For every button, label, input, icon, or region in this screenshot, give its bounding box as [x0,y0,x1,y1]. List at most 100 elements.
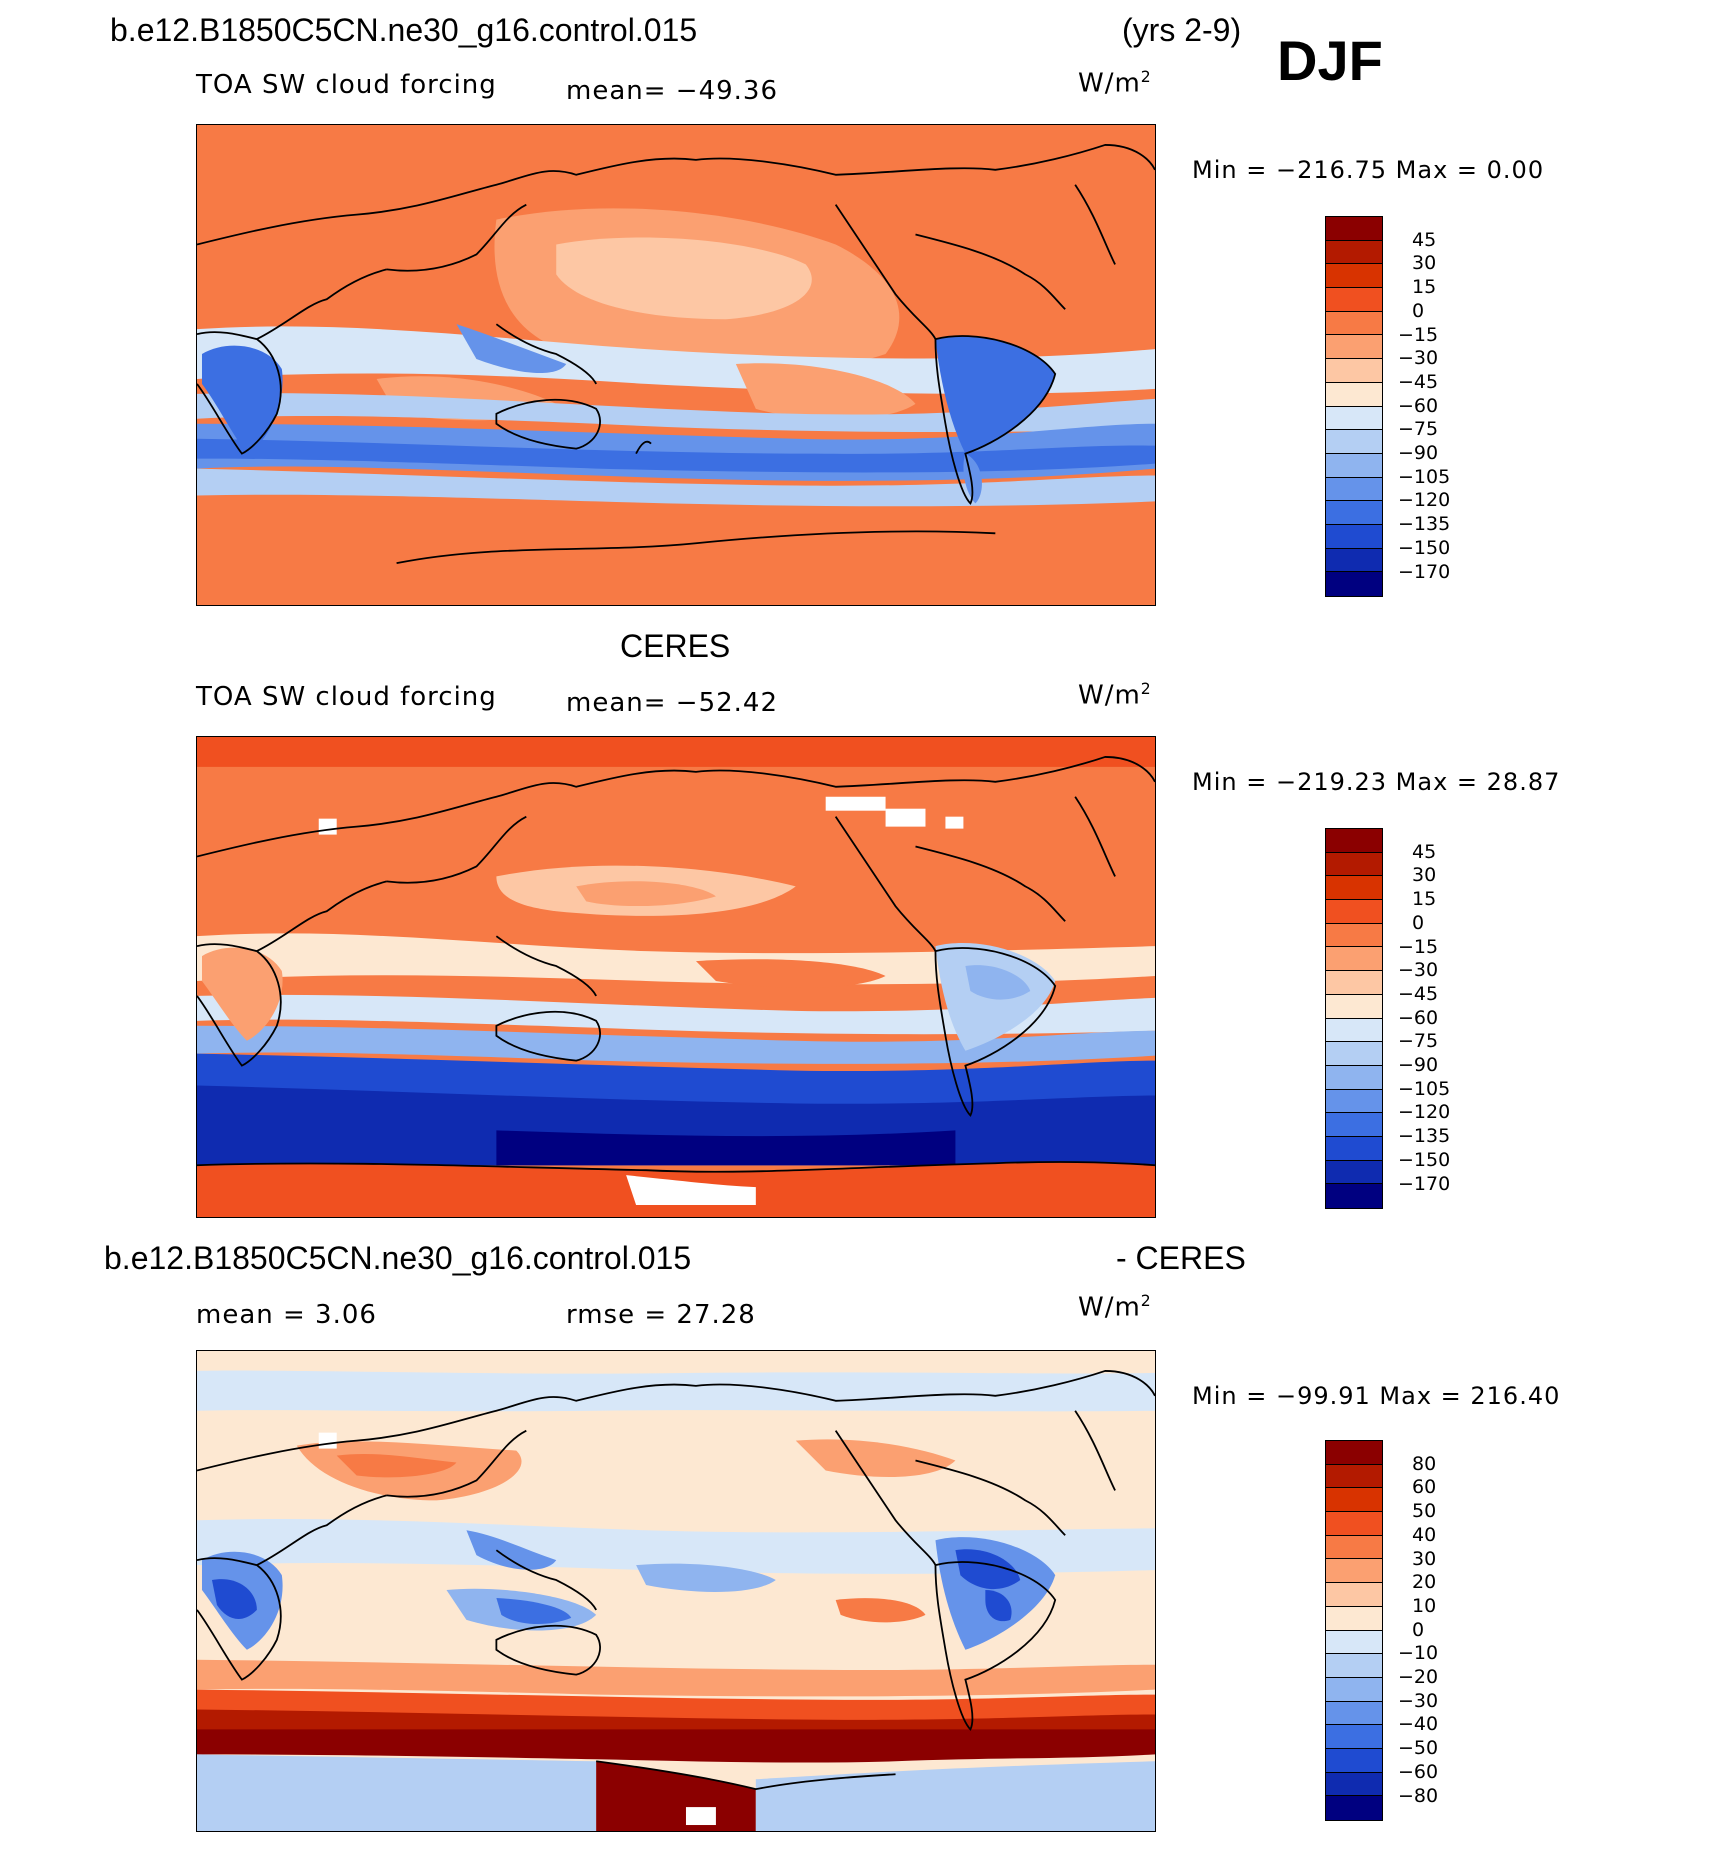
colorbar-segment [1326,900,1382,924]
panel-diff-colorbar [1325,1440,1383,1821]
colorbar-tick-label: 15 [1412,276,1437,299]
colorbar-segment [1326,1160,1382,1185]
colorbar-segment [1326,311,1382,336]
colorbar-tick-label: −170 [1398,1172,1451,1195]
colorbar-tick-label: 30 [1412,1547,1437,1570]
colorbar-tick-label: 30 [1412,252,1437,275]
panel-obs-minmax: Min = −219.23 Max = 28.87 [1192,768,1561,796]
colorbar-segment [1326,477,1382,502]
colorbar-tick-label: −150 [1398,1148,1451,1171]
colorbar-segment [1326,240,1382,265]
panel-model-colorbar [1325,216,1383,597]
colorbar-segment [1326,1748,1382,1773]
colorbar-tick-label: 45 [1412,840,1437,863]
panel-diff-title: b.e12.B1850C5CN.ne30_g16.control.015 [104,1240,692,1276]
colorbar-tick-label: −150 [1398,536,1451,559]
colorbar-segment [1326,1464,1382,1489]
colorbar-segment [1326,359,1382,383]
colorbar-segment [1326,1441,1382,1465]
panel-obs-title: CERES [620,628,731,664]
panel-obs-units: W/m2 [1078,680,1152,711]
colorbar-tick-label: 15 [1412,888,1437,911]
panel-obs-mean: mean= −52.42 [566,688,779,718]
panel-model-map [196,124,1156,606]
colorbar-tick-label: −120 [1398,1101,1451,1124]
colorbar-segment [1326,453,1382,478]
colorbar-segment [1326,1701,1382,1726]
colorbar-segment [1326,1136,1382,1161]
colorbar-segment [1326,994,1382,1019]
panel-obs-colorbar [1325,828,1383,1209]
colorbar-tick-label: −170 [1398,560,1451,583]
colorbar-tick-label: 40 [1412,1523,1437,1546]
colorbar-segment [1326,572,1382,596]
colorbar-segment [1326,1630,1382,1655]
panel-diff-map [196,1350,1156,1832]
colorbar-segment [1326,1535,1382,1560]
season-label: DJF [1277,29,1383,92]
colorbar-segment [1326,1184,1382,1208]
colorbar-tick-label: −90 [1398,1054,1439,1076]
colorbar-tick-label: 20 [1412,1571,1437,1594]
panel-obs-variable: TOA SW cloud forcing [196,682,497,712]
colorbar-tick-label: 0 [1412,299,1425,322]
colorbar-segment [1326,1606,1382,1631]
panel-diff-title-right: - CERES [1116,1240,1246,1276]
panel-model-minmax: Min = −216.75 Max = 0.00 [1192,156,1545,184]
colorbar-segment [1326,1089,1382,1114]
colorbar-segment [1326,1654,1382,1678]
panel-diff-mean: mean = 3.06 [196,1300,377,1330]
colorbar-tick-label: −75 [1398,418,1439,441]
colorbar-segment [1326,1512,1382,1536]
colorbar-tick-label: −30 [1398,1689,1439,1712]
colorbar-segment [1326,1018,1382,1043]
colorbar-tick-label: −90 [1398,442,1439,464]
colorbar-tick-label: −50 [1398,1737,1439,1760]
case-title: b.e12.B1850C5CN.ne30_g16.control.015 [110,12,698,48]
panel-diff-rmse: rmse = 27.28 [566,1300,756,1330]
colorbar-tick-label: −135 [1398,513,1451,536]
colorbar-segment [1326,852,1382,877]
colorbar-tick-label: −30 [1398,959,1439,982]
panel-diff-minmax: Min = −99.91 Max = 216.40 [1192,1382,1561,1410]
colorbar-segment [1326,335,1382,360]
colorbar-segment [1326,829,1382,853]
colorbar-tick-label: −10 [1398,1642,1439,1665]
colorbar-segment [1326,264,1382,289]
colorbar-segment [1326,1796,1382,1820]
colorbar-tick-label: −135 [1398,1125,1451,1148]
colorbar-tick-label: −120 [1398,489,1451,512]
colorbar-segment [1326,1583,1382,1607]
colorbar-segment [1326,1042,1382,1066]
colorbar-tick-label: 10 [1412,1594,1437,1617]
colorbar-tick-label: −30 [1398,347,1439,370]
colorbar-tick-label: −45 [1398,982,1439,1005]
colorbar-tick-label: −40 [1398,1713,1439,1736]
colorbar-segment [1326,947,1382,972]
panel-diff-units: W/m2 [1078,1292,1152,1323]
colorbar-segment [1326,971,1382,995]
colorbar-tick-label: 80 [1412,1452,1437,1475]
colorbar-tick-label: −15 [1398,935,1439,958]
colorbar-tick-label: −105 [1398,465,1451,488]
colorbar-tick-label: 30 [1412,864,1437,887]
colorbar-tick-label: −60 [1398,1760,1439,1783]
years-label: (yrs 2-9) [1122,12,1242,48]
colorbar-segment [1326,1065,1382,1090]
colorbar-tick-label: 0 [1412,911,1425,934]
colorbar-segment [1326,1725,1382,1749]
colorbar-segment [1326,382,1382,407]
colorbar-tick-label: 45 [1412,228,1437,251]
colorbar-tick-label: −75 [1398,1030,1439,1053]
colorbar-tick-label: −80 [1398,1784,1439,1807]
panel-model-variable: TOA SW cloud forcing [196,70,497,100]
colorbar-segment [1326,1113,1382,1137]
colorbar-tick-label: −60 [1398,394,1439,417]
colorbar-segment [1326,1559,1382,1584]
panel-model-mean: mean= −49.36 [566,76,779,106]
colorbar-segment [1326,1772,1382,1797]
colorbar-tick-label: 60 [1412,1476,1437,1499]
colorbar-segment [1326,548,1382,573]
colorbar-tick-label: −20 [1398,1666,1439,1688]
panel-model-units: W/m2 [1078,68,1152,99]
